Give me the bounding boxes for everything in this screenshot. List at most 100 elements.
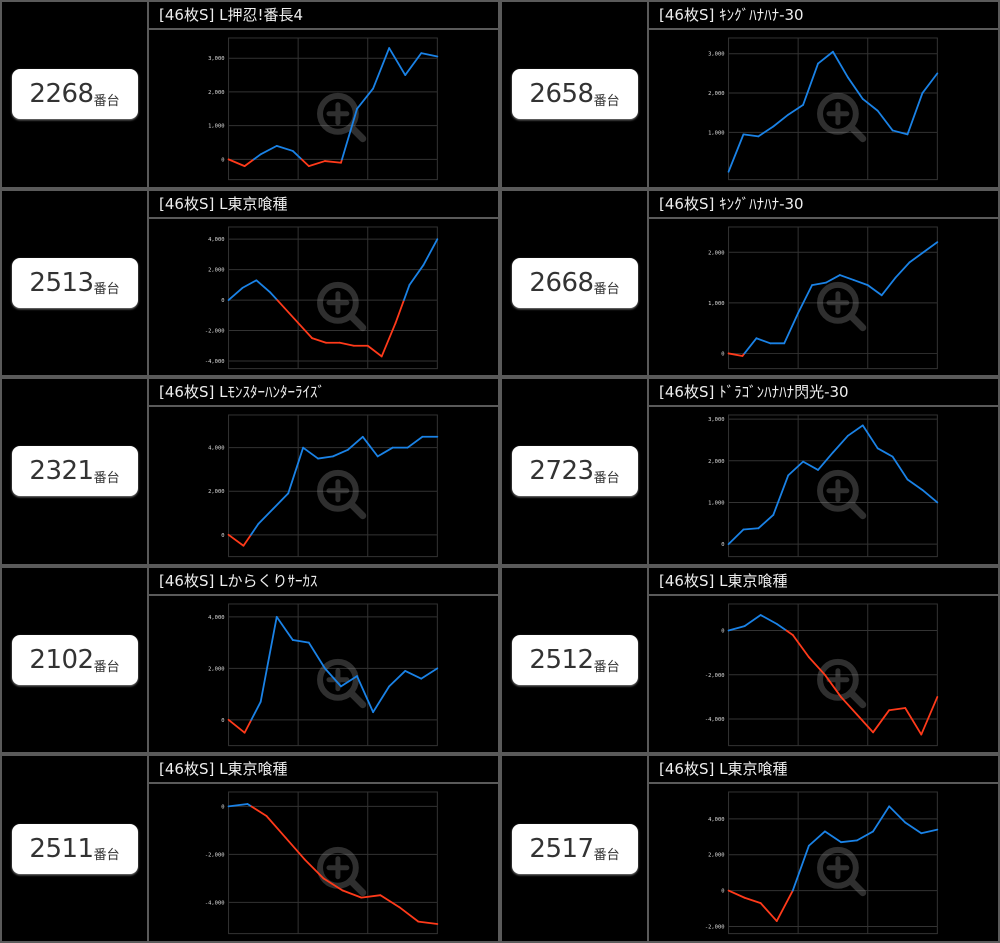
plot-frame (228, 226, 438, 369)
payout-chart[interactable]: 0 1,000 2,000 3,000 (649, 407, 998, 564)
machine-number-badge[interactable]: 2268 番台 (11, 69, 138, 120)
machine-number-badge[interactable]: 2723 番台 (511, 446, 638, 497)
zoom-in-magnifier-icon (817, 92, 867, 143)
series-segment (379, 894, 401, 909)
zoom-in-magnifier-icon (817, 658, 867, 708)
machine-number: 2723 (529, 456, 594, 487)
magnifier-lens (817, 92, 859, 135)
payout-chart[interactable]: -2,000 0 2,000 4,000 (649, 784, 998, 941)
series-segment (802, 62, 819, 106)
payout-chart[interactable]: -4,000 -2,000 0 (149, 784, 498, 941)
machine-panel[interactable]: 2102 番台 [46枚S] Lからくりｻｰｶｽ 0 2,000 4,000 (0, 565, 500, 755)
series-segment (376, 446, 394, 458)
y-tick-label: 1,000 (208, 124, 224, 130)
y-tick-label: 0 (221, 718, 224, 724)
series-segment (346, 436, 364, 451)
series-segment (906, 92, 924, 136)
magnifier-lens (817, 847, 859, 890)
plot-frame (728, 414, 938, 558)
series-segment (291, 638, 310, 644)
series-segment (872, 805, 891, 833)
machine-unit-label: 番台 (93, 470, 120, 486)
y-tick-label: -4,000 (705, 717, 725, 723)
machine-number-badge[interactable]: 2321 番台 (11, 446, 138, 497)
y-tick-label: 2,000 (708, 250, 724, 256)
payout-chart[interactable]: 0 1,000 2,000 (649, 219, 998, 376)
machine-number-cell: 2102 番台 (2, 567, 149, 753)
machine-panel[interactable]: 2268 番台 [46枚S] L押忍!番長4 0 1,000 2,000 3,000 (0, 0, 500, 189)
y-tick-label: 2,000 (208, 489, 224, 495)
machine-unit-label: 番台 (593, 470, 620, 486)
plot-frame (728, 791, 938, 935)
series-segment (856, 713, 874, 734)
machine-unit-label: 番台 (593, 659, 620, 675)
machine-number: 2513 (29, 267, 94, 298)
series-segment (275, 144, 294, 152)
series-segment (908, 250, 925, 263)
series-segment (404, 52, 423, 76)
series-segment (791, 633, 810, 658)
machine-unit-label: 番台 (93, 93, 120, 109)
series-segment (242, 534, 252, 547)
payout-chart-svg: 1,000 2,000 3,000 (708, 37, 939, 181)
machine-panel[interactable]: 2658 番台 [46枚S] ｷﾝｸﾞﾊﾅﾊﾅ-30 1,000 2,000 3,0… (500, 0, 1000, 189)
payout-chart[interactable]: 0 2,000 4,000 (149, 407, 498, 564)
y-tick-label: 1,000 (708, 501, 724, 507)
machine-number-badge[interactable]: 2512 番台 (511, 635, 638, 686)
series-segment (291, 150, 303, 161)
series-segment (872, 709, 891, 734)
y-tick-label: 3,000 (208, 56, 224, 62)
y-tick-label: 0 (221, 298, 224, 304)
series-segment (817, 451, 834, 472)
series-segment (791, 845, 810, 892)
machine-panel[interactable]: 2517 番台 [46枚S] L東京喰種 -2,000 0 2,000 4,000 (500, 754, 1000, 943)
plot-frame (728, 226, 938, 369)
machine-unit-label: 番台 (593, 93, 620, 109)
machine-number-badge[interactable]: 2511 番台 (11, 823, 138, 874)
series-segment (283, 306, 300, 324)
series-segment (420, 52, 439, 58)
zoom-in-magnifier-icon (817, 847, 867, 897)
machine-number: 2511 (29, 833, 94, 864)
magnifier-plus (326, 102, 350, 126)
y-tick-label: -4,000 (205, 359, 225, 365)
machine-number-badge[interactable]: 2658 番台 (511, 69, 638, 120)
payout-chart[interactable]: 0 2,000 4,000 (149, 596, 498, 753)
series-segment (785, 629, 794, 636)
series-segment (287, 446, 305, 495)
payout-chart[interactable]: -4,000 -2,000 0 (649, 596, 998, 753)
series-segment (742, 133, 760, 138)
machine-number-badge[interactable]: 2102 番台 (11, 635, 138, 686)
machine-number-badge[interactable]: 2513 番台 (11, 257, 138, 308)
series-segment (876, 109, 894, 132)
machine-panel[interactable]: 2511 番台 [46枚S] L東京喰種 -4,000 -2,000 0 (0, 754, 500, 943)
machine-number-cell: 2723 番台 (502, 379, 649, 564)
machine-number-cell: 2658 番台 (502, 2, 649, 187)
payout-chart[interactable]: 0 1,000 2,000 3,000 (149, 30, 498, 187)
series-segment (904, 821, 923, 835)
series-segment (727, 133, 745, 173)
series-segment (802, 460, 819, 472)
machine-number-cell: 2321 番台 (2, 379, 149, 564)
magnifier-lens (317, 847, 359, 890)
series-segment (361, 436, 379, 458)
machine-panel[interactable]: 2513 番台 [46枚S] L東京喰種 -4,000 -2,000 0 2,000 4… (0, 188, 500, 378)
series-segment (272, 492, 290, 510)
magnifier-lens (317, 281, 359, 324)
machine-panel[interactable]: 2512 番台 [46枚S] L東京喰種 -4,000 -2,000 0 (500, 565, 1000, 755)
series-segment (259, 144, 278, 156)
zoom-in-magnifier-icon (817, 470, 867, 520)
series-segment (921, 489, 939, 504)
payout-chart[interactable]: 1,000 2,000 3,000 (649, 30, 998, 187)
machine-title: [46枚S] L東京喰種 (149, 191, 498, 219)
series-segment (341, 889, 363, 899)
payout-chart[interactable]: -4,000 -2,000 0 2,000 4,000 (149, 219, 498, 376)
machine-number-badge[interactable]: 2668 番台 (511, 257, 638, 308)
y-tick-label: -2,000 (705, 925, 725, 931)
machine-number-badge[interactable]: 2517 番台 (511, 823, 638, 874)
machine-panel[interactable]: 2321 番台 [46枚S] Lﾓﾝｽﾀｰﾊﾝﾀｰﾗｲｽﾞ 0 2,000 4,00… (0, 377, 500, 566)
machine-panel[interactable]: 2668 番台 [46枚S] ｷﾝｸﾞﾊﾅﾊﾅ-30 0 1,000 2,000 (500, 188, 1000, 378)
payout-chart-svg: 0 1,000 2,000 3,000 (708, 414, 939, 558)
machine-panel[interactable]: 2723 番台 [46枚S] ﾄﾞﾗｺﾞﾝﾊﾅﾊﾅ閃光-30 0 1,000 2,0… (500, 377, 1000, 566)
series-segment (243, 718, 253, 734)
